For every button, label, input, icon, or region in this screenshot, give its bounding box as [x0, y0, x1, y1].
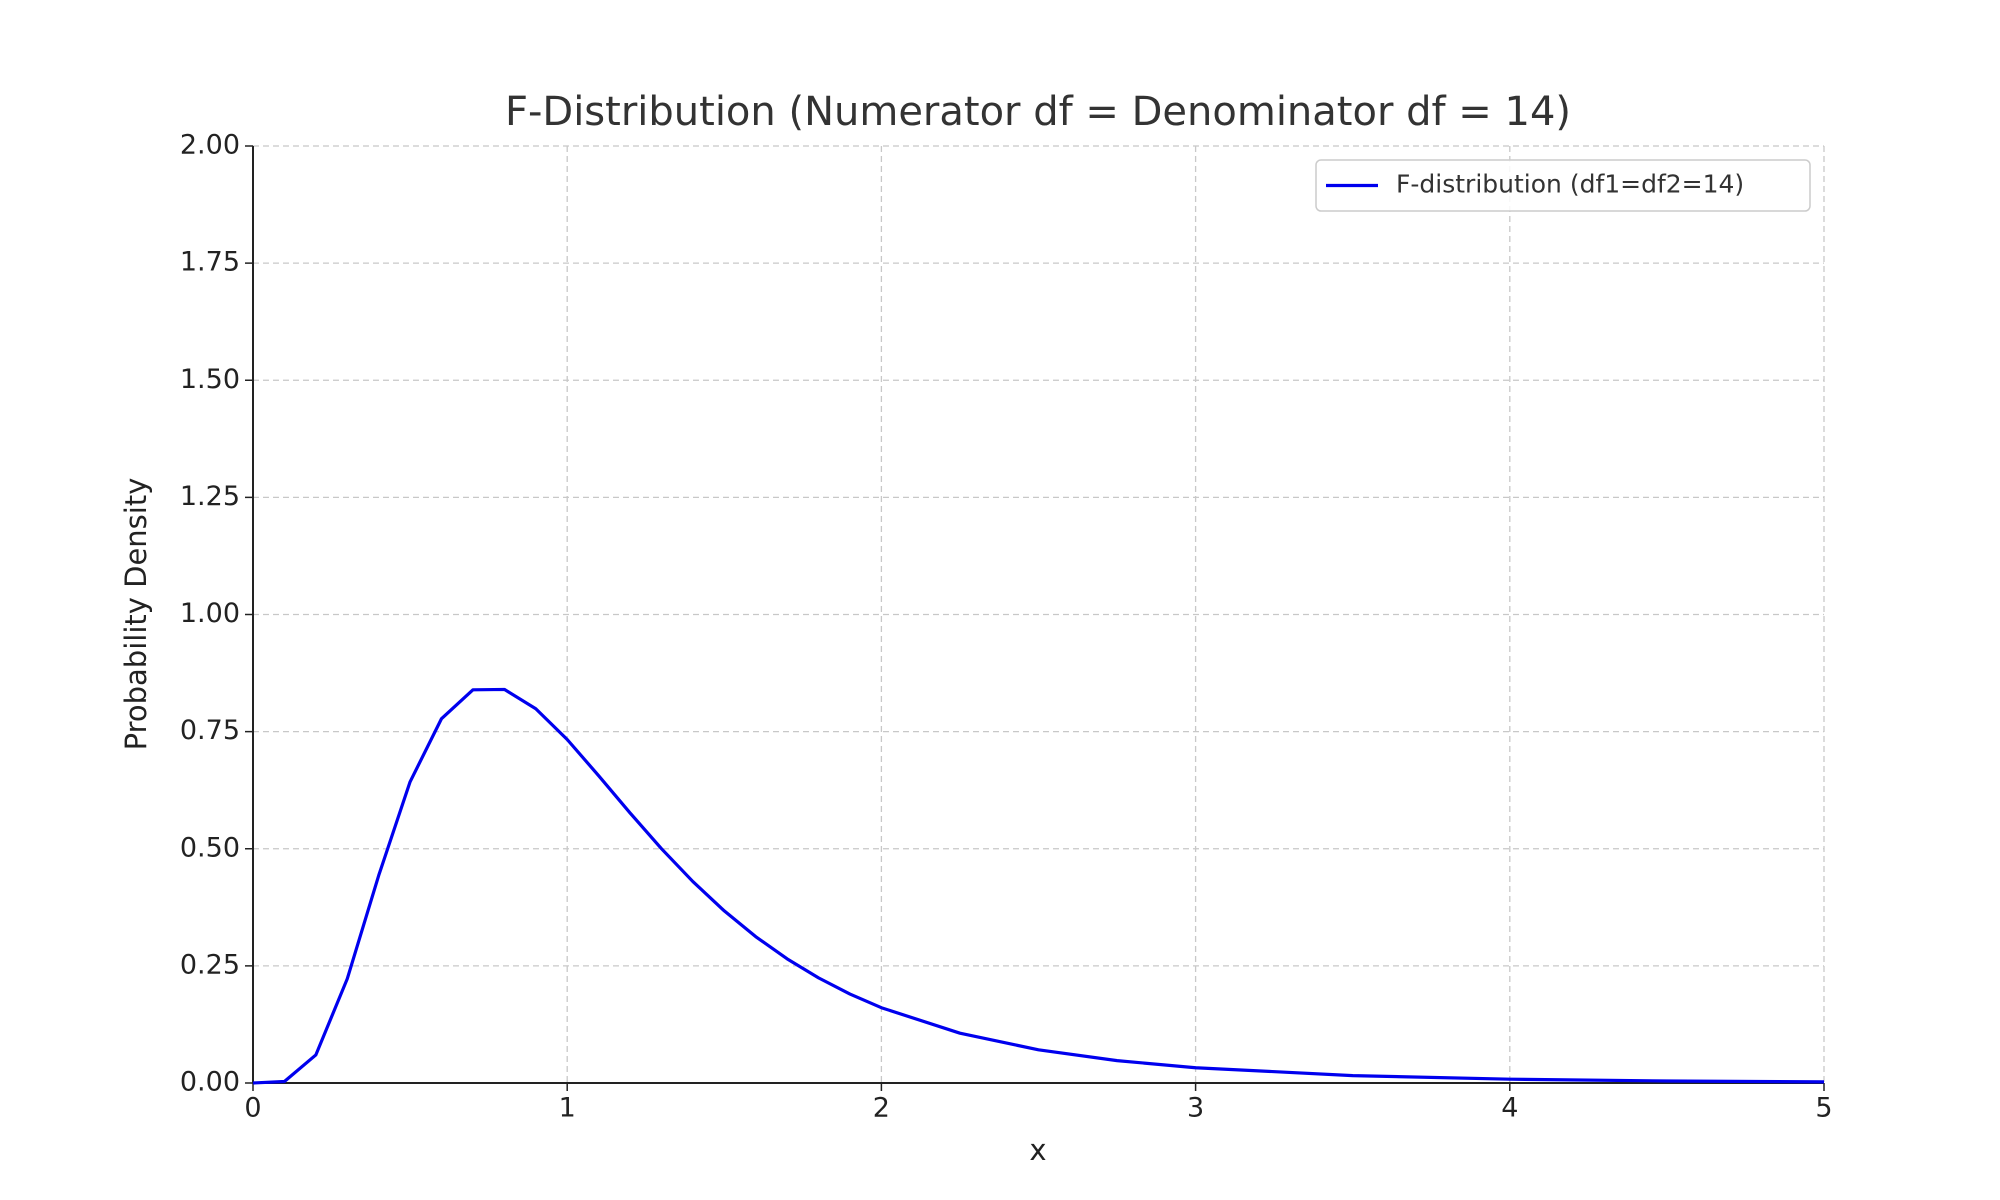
y-tick-label: 1.75 [180, 247, 240, 278]
data-line [252, 687, 1825, 1085]
y-tick-label: 1.50 [180, 364, 240, 395]
chart-title: F-Distribution (Numerator df = Denominat… [505, 89, 1571, 135]
y-tick-label: 0.00 [180, 1067, 240, 1098]
y-tick-label: 0.75 [180, 715, 240, 746]
y-axis-label: Probability Density [119, 478, 153, 751]
y-tick-label: 1.25 [180, 481, 240, 512]
y-tick-label: 0.25 [180, 949, 240, 980]
x-tick-label: 1 [559, 1093, 576, 1124]
legend-box [1315, 159, 1811, 212]
x-tick-label: 5 [1815, 1093, 1832, 1124]
legend-label: F-distribution (df1=df2=14) [1396, 170, 1744, 199]
x-tick-label: 0 [244, 1093, 261, 1124]
x-tick-label: 4 [1501, 1093, 1518, 1124]
x-tick-label: 3 [1187, 1093, 1204, 1124]
x-tick-label: 2 [873, 1093, 890, 1124]
y-tick-label: 0.50 [180, 832, 240, 863]
y-tick-label: 1.00 [180, 598, 240, 629]
y-tick-label: 2.00 [180, 130, 240, 161]
x-axis-label: x [1029, 1133, 1046, 1167]
